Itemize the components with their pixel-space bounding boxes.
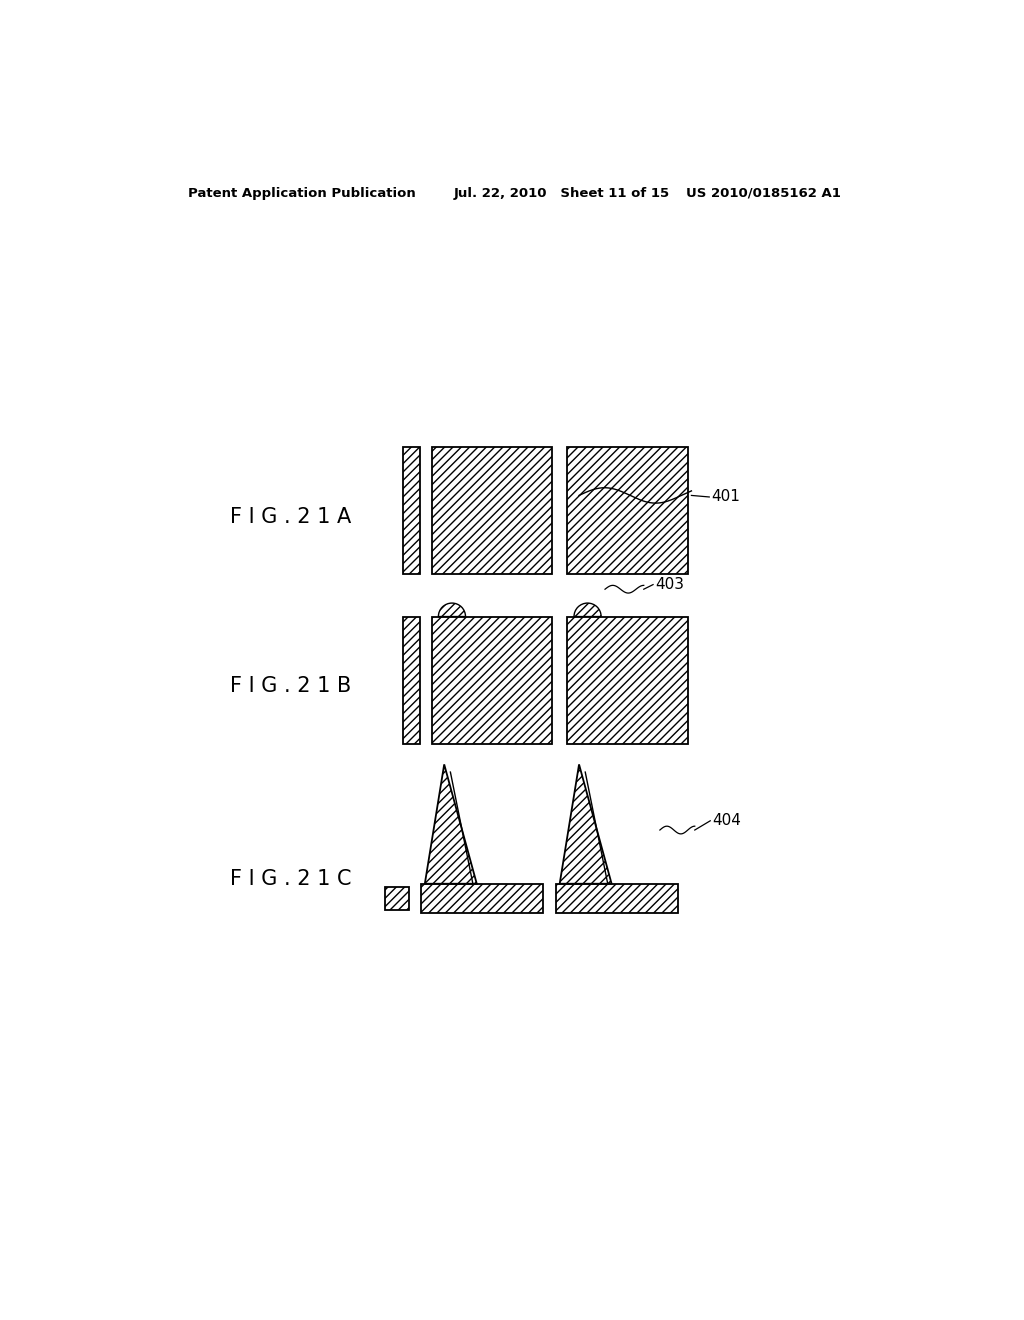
Wedge shape bbox=[574, 603, 601, 616]
Text: F I G . 2 1 A: F I G . 2 1 A bbox=[230, 507, 351, 527]
Text: 404: 404 bbox=[712, 813, 740, 828]
Polygon shape bbox=[560, 764, 611, 884]
Bar bbox=[385, 887, 409, 909]
Text: 401: 401 bbox=[711, 490, 739, 504]
Text: Jul. 22, 2010   Sheet 11 of 15: Jul. 22, 2010 Sheet 11 of 15 bbox=[454, 186, 670, 199]
Text: F I G . 2 1 B: F I G . 2 1 B bbox=[230, 676, 351, 697]
Bar bbox=[432, 447, 552, 574]
Text: US 2010/0185162 A1: US 2010/0185162 A1 bbox=[686, 186, 841, 199]
Bar bbox=[403, 447, 420, 574]
Wedge shape bbox=[438, 603, 466, 616]
Bar bbox=[567, 616, 687, 743]
Text: Patent Application Publication: Patent Application Publication bbox=[188, 186, 416, 199]
Bar bbox=[421, 884, 544, 913]
Text: F I G . 2 1 C: F I G . 2 1 C bbox=[230, 869, 351, 890]
Bar bbox=[403, 616, 420, 743]
Bar bbox=[556, 884, 678, 913]
Text: 403: 403 bbox=[655, 577, 684, 593]
Polygon shape bbox=[425, 764, 477, 884]
Bar bbox=[432, 616, 552, 743]
Bar bbox=[567, 447, 687, 574]
